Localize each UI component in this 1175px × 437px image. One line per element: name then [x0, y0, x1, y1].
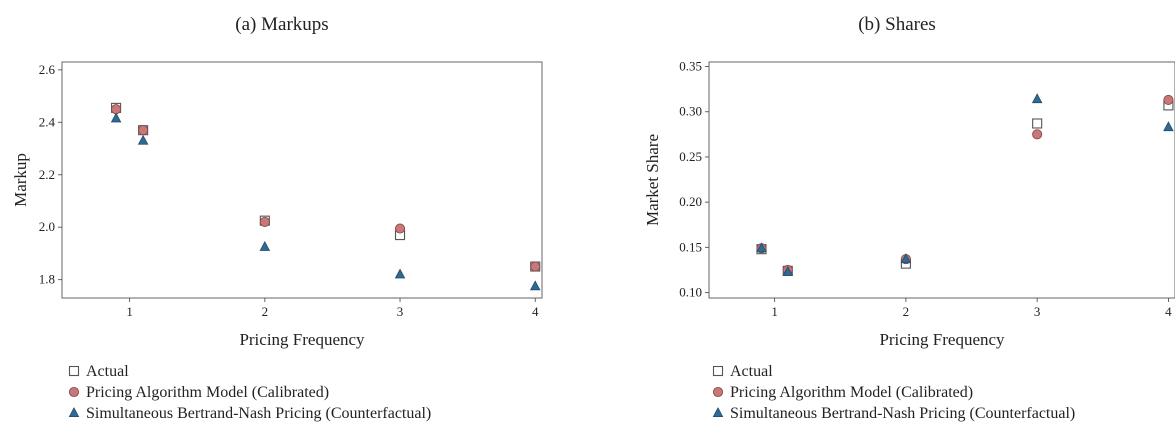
y-tick-label: 2.4: [39, 114, 56, 129]
chart-title: (b) Shares: [858, 14, 936, 35]
x-tick-label: 2: [262, 304, 269, 319]
data-point-triangle: [529, 280, 541, 291]
y-tick-label: 0.20: [679, 194, 702, 209]
y-tick-label: 0.35: [679, 59, 702, 74]
data-point-square-open: [1032, 118, 1043, 129]
chart-title: (a) Markups: [235, 14, 328, 35]
data-point-triangle: [1163, 121, 1174, 132]
data-point-circle: [111, 104, 122, 115]
y-axis-label: Market Share: [643, 134, 662, 226]
x-tick-label: 4: [532, 304, 539, 319]
plot-frame: [61, 61, 543, 299]
x-tick-label: 2: [903, 304, 910, 319]
legend-label: Actual: [86, 363, 129, 380]
data-point-circle: [530, 261, 541, 272]
legend-marker-square-open: [68, 365, 80, 377]
legend-label: Actual: [730, 363, 773, 380]
data-point-triangle: [1031, 93, 1043, 104]
y-tick-label: 2.2: [39, 167, 55, 182]
x-tick-label: 4: [1165, 304, 1172, 319]
y-tick-label: 1.8: [39, 272, 55, 287]
data-point-circle: [259, 216, 270, 228]
data-point-triangle: [259, 241, 271, 251]
x-tick-label: 3: [397, 304, 404, 319]
data-point-triangle: [756, 242, 767, 253]
y-tick-label: 0.15: [679, 239, 702, 254]
x-tick-label: 1: [126, 304, 133, 319]
x-axis-label: Pricing Frequency: [239, 330, 365, 349]
legend-marker-triangle: [68, 407, 80, 418]
data-point-triangle: [110, 112, 122, 123]
chart-panel-markups: (a) Markups 1.8 2.0 2.2 2.4 2.6 1 2 3 4 Pricing Fr…: [11, 14, 543, 422]
data-point-triangle: [782, 265, 794, 276]
legend-marker-square-open: [712, 365, 724, 377]
x-axis-label: Pricing Frequency: [879, 330, 1005, 349]
y-tick-label: 2.6: [39, 62, 56, 77]
legend-label: Simultaneous Bertrand-Nash Pricing (Coun…: [730, 405, 1075, 422]
y-tick-label: 2.0: [39, 219, 55, 234]
legend-marker-circle: [68, 386, 80, 398]
legend-label: Simultaneous Bertrand-Nash Pricing (Coun…: [86, 405, 431, 422]
legend-marker-circle: [712, 386, 724, 398]
data-point-circle: [394, 223, 406, 234]
y-tick-label: 0.25: [679, 149, 702, 164]
x-tick-label: 3: [1034, 304, 1041, 319]
data-point-circle: [138, 125, 149, 136]
chart-panel-shares: (b) Shares 0.10 0.15 0.20 0.25 0.30 0.35 1 2 3 4 Pr…: [643, 14, 1175, 422]
legend-label: Pricing Algorithm Model (Calibrated): [730, 384, 973, 401]
y-tick-label: 0.10: [679, 285, 702, 300]
x-tick-label: 1: [771, 304, 778, 319]
legend-marker-triangle: [712, 407, 724, 418]
legend-label: Pricing Algorithm Model (Calibrated): [86, 384, 329, 401]
data-point-triangle: [137, 134, 149, 145]
data-point-circle: [1163, 94, 1174, 106]
data-point-triangle: [900, 253, 912, 264]
y-tick-label: 0.30: [679, 104, 702, 119]
plot-frame: [708, 61, 1175, 299]
y-axis-label: Markup: [11, 153, 30, 207]
data-point-circle: [1032, 129, 1043, 140]
data-point-triangle: [394, 268, 406, 279]
